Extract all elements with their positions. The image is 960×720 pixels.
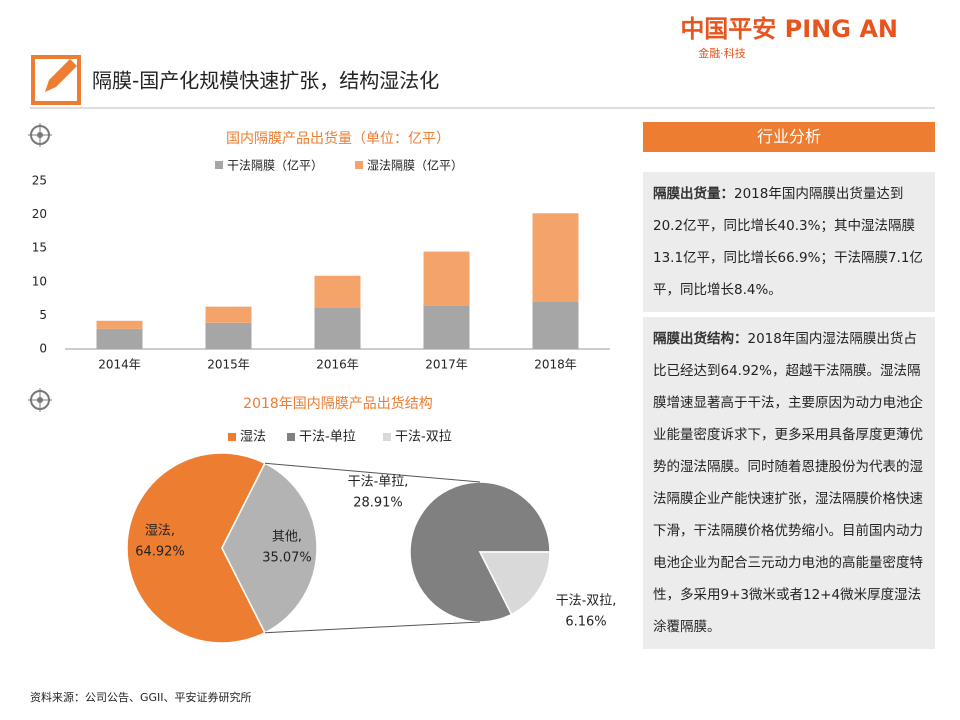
pencil-icon xyxy=(45,59,77,92)
connector xyxy=(264,621,481,634)
chart-title: 国内隔膜产品出货量（单位：亿平） xyxy=(226,130,450,147)
bar-segment xyxy=(532,301,579,349)
data-label: 35.07% xyxy=(262,551,312,566)
analysis-box: 隔膜出货结构：2018年国内湿法隔膜出货占比已经达到64.92%，超越干法隔膜。… xyxy=(643,317,935,649)
x-tick-label: 2015年 xyxy=(207,358,250,372)
legend-swatch xyxy=(228,433,236,441)
data-label: 其他, xyxy=(272,530,302,545)
legend-swatch xyxy=(383,433,391,441)
x-tick-label: 2017年 xyxy=(425,358,468,372)
x-tick-label: 2018年 xyxy=(534,358,577,372)
bar-segment xyxy=(96,328,143,349)
bar-segment xyxy=(205,322,252,349)
bar-segment xyxy=(205,306,252,323)
legend-swatch xyxy=(215,161,223,169)
target-icon xyxy=(28,123,52,147)
pie-slice xyxy=(221,462,318,634)
lead: 隔膜出货量： xyxy=(653,186,734,202)
chart-title: 2018年国内隔膜产品出货结构 xyxy=(243,395,433,412)
data-label: 6.16% xyxy=(565,615,606,630)
x-tick-label: 2016年 xyxy=(316,358,359,372)
legend-swatch xyxy=(287,433,295,441)
y-tick-label: 0 xyxy=(39,342,47,356)
logo-sub: 金融·科技 xyxy=(698,46,746,60)
legend-label: 干法-双拉 xyxy=(395,430,452,445)
title-icon xyxy=(31,55,81,105)
y-tick-label: 25 xyxy=(32,174,47,188)
data-label: 干法-单拉, xyxy=(348,475,409,490)
y-tick-label: 20 xyxy=(32,207,47,221)
y-tick-label: 10 xyxy=(32,274,47,288)
paragraph: 2018年国内隔膜出货量达到20.2亿平，同比增长40.3%；其中湿法隔膜13.… xyxy=(653,186,923,298)
bar-segment xyxy=(423,251,470,306)
legend-label: 湿法隔膜（亿平） xyxy=(367,158,463,173)
pie-slice xyxy=(126,452,266,644)
bar-segment xyxy=(314,307,361,349)
legend-label: 干法-单拉 xyxy=(299,430,356,445)
lead: 隔膜出货结构： xyxy=(653,331,748,347)
bar-segment xyxy=(423,305,470,349)
analysis-box: 隔膜出货量：2018年国内隔膜出货量达到20.2亿平，同比增长40.3%；其中湿… xyxy=(643,172,935,312)
legend-label: 干法隔膜（亿平） xyxy=(227,158,323,173)
page-title: 隔膜-国产化规模快速扩张，结构湿法化 xyxy=(92,69,439,93)
y-tick-label: 15 xyxy=(32,241,47,255)
target-icon xyxy=(28,388,52,412)
data-label: 湿法, xyxy=(145,524,175,539)
bar-segment xyxy=(96,320,143,329)
legend-label: 湿法 xyxy=(240,430,266,445)
x-tick-label: 2014年 xyxy=(98,358,141,372)
panel-title: 行业分析 xyxy=(643,122,935,152)
legend-swatch xyxy=(355,161,363,169)
data-label: 28.91% xyxy=(353,496,403,511)
data-label: 64.92% xyxy=(135,545,185,560)
bar-segment xyxy=(532,213,579,302)
connector xyxy=(264,462,481,483)
y-tick-label: 5 xyxy=(39,308,47,322)
data-label: 干法-双拉, xyxy=(556,594,617,609)
bar-segment xyxy=(314,275,361,308)
pie-slice xyxy=(478,551,551,616)
source-note: 资料来源：公司公告、GGII、平安证券研究所 xyxy=(30,690,252,704)
logo: 中国平安 PING AN xyxy=(680,15,898,43)
paragraph: 2018年国内湿法隔膜出货占比已经达到64.92%，超越干法隔膜。湿法隔膜增速显… xyxy=(653,331,923,635)
